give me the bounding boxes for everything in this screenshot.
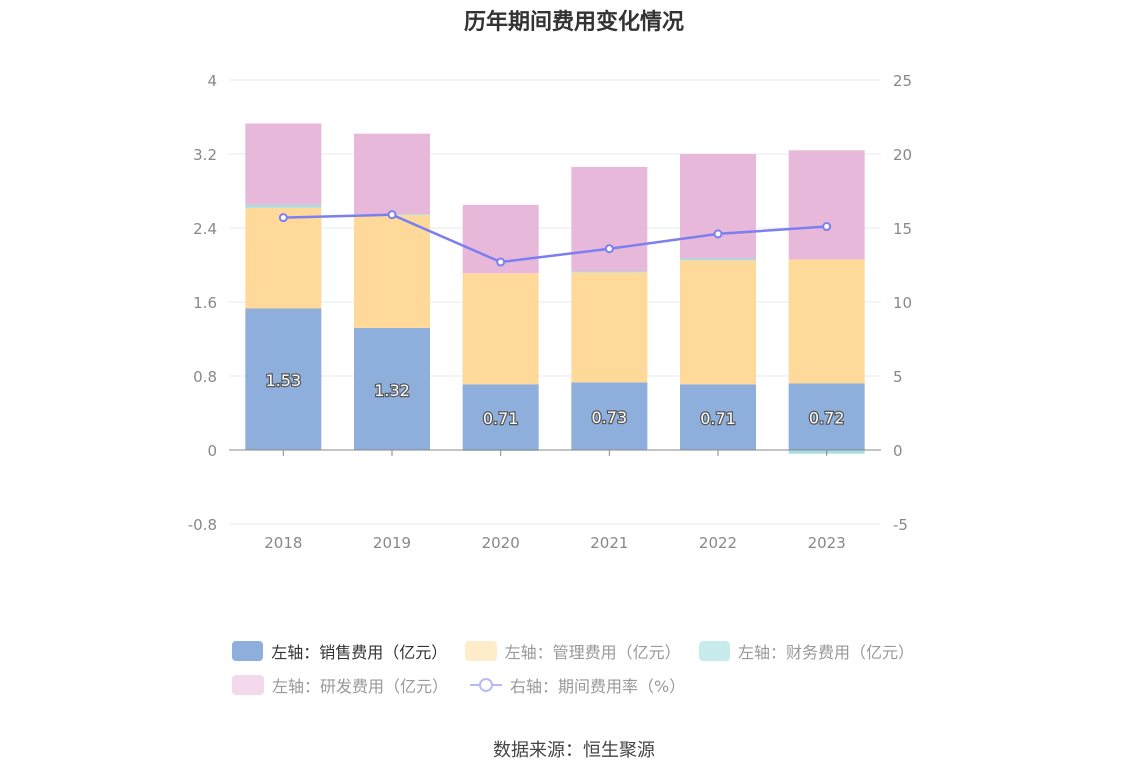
bar-s0-2022 [680,384,756,450]
bar-s3-2021 [571,166,648,272]
legend-item-sales[interactable]: 左轴：销售费用（亿元） [232,639,448,663]
left-tick-label-6: 4 [207,72,217,90]
bar-s3-2019 [354,133,430,215]
data-label-sales-2023: 0.72 [809,409,845,428]
legend-swatch-finance [698,641,730,661]
bar-s1-2022 [680,260,756,385]
legend-label-sales: 左轴：销售费用（亿元） [271,643,448,662]
legend-item-admin[interactable]: 左轴：管理费用（亿元） [465,639,681,663]
bar-s1-2023 [788,259,865,384]
rate-line-series [278,210,832,267]
rate-point-2018 [278,213,288,223]
legend-swatch-admin [465,641,497,661]
bar-s3-2022 [680,154,756,259]
data-labels: 1.53 1.32 0.71 0.73 0.71 0.72 [264,370,845,429]
legend-swatch-rate [470,675,503,695]
left-tick-label-3: 1.6 [193,294,217,312]
rate-point-2020 [496,257,506,267]
x-tick-label-2020: 2020 [482,534,520,552]
legend-swatch-rd [232,675,264,695]
bar-s1-2018 [245,207,322,309]
bar-s3-2023 [788,150,865,260]
bar-s0-2021 [571,382,648,450]
left-tick-label-0: -0.8 [188,516,217,534]
legend: 左轴：销售费用（亿元） 左轴：管理费用（亿元） 左轴：财务费用（亿元） 左轴：研… [232,638,932,706]
x-tick-label-2021: 2021 [590,534,628,552]
data-label-sales-2018: 1.53 [266,371,302,390]
bar-s0-2018 [245,308,322,450]
right-tick-label-3: 10 [893,294,912,312]
rate-point-2019 [387,210,397,220]
bar-s0-2020 [462,384,539,450]
x-tick-label-2022: 2022 [699,534,737,552]
x-tick-label-2018: 2018 [264,534,302,552]
bar-s0-2023 [788,383,865,450]
data-label-sales-2019: 1.32 [374,381,410,400]
bar-s0-2019 [354,327,430,450]
axes: -0.8 0 0.8 1.6 2.4 3.2 4 -5 0 5 10 15 20 25 2018 2019 20… [188,72,912,552]
data-source: 数据来源：恒生聚源 [493,740,655,761]
grid-lines [229,79,881,525]
data-label-sales-2021: 0.73 [592,408,628,427]
left-tick-label-2: 0.8 [193,368,217,386]
rate-point-2023 [822,222,832,232]
left-tick-label-5: 3.2 [193,146,217,164]
right-tick-label-4: 15 [893,220,912,238]
data-label-sales-2022: 0.71 [700,409,736,428]
legend-label-rate: 右轴：期间费用率（%） [510,677,686,696]
bar-s1-2020 [462,273,539,385]
right-tick-label-1: 0 [893,442,903,460]
rate-point-2021 [604,244,614,254]
rate-point-2022 [713,229,723,239]
legend-item-rate[interactable]: 右轴：期间费用率（%） [470,673,685,697]
bar-s2-2022 [680,258,756,261]
legend-item-finance[interactable]: 左轴：财务费用（亿元） [698,639,914,663]
right-tick-label-5: 20 [893,146,912,164]
chart-title: 历年期间费用变化情况 [463,10,684,35]
bar-s2-2018 [245,204,322,208]
chart-plot: -0.8 0 0.8 1.6 2.4 3.2 4 -5 0 5 10 15 20 25 2018 2019 20… [188,72,912,552]
left-tick-label-4: 2.4 [193,220,217,238]
right-tick-label-2: 5 [893,368,903,386]
bar-series [245,123,865,454]
bar-s1-2019 [354,215,430,328]
right-tick-label-6: 25 [893,72,912,90]
data-label-sales-2020: 0.71 [483,409,519,428]
legend-swatch-sales [232,641,264,661]
legend-label-rd: 左轴：研发费用（亿元） [272,677,449,696]
legend-item-rd[interactable]: 左轴：研发费用（亿元） [232,673,448,697]
legend-label-finance: 左轴：财务费用（亿元） [737,643,914,662]
bar-s3-2018 [245,123,322,205]
left-tick-label-1: 0 [207,442,217,460]
x-tick-label-2023: 2023 [808,534,846,552]
bar-s1-2021 [571,272,648,383]
x-tick-label-2019: 2019 [373,534,411,552]
legend-label-admin: 左轴：管理费用（亿元） [504,643,681,662]
rate-line [283,213,827,264]
bar-s2-2021 [571,271,648,273]
right-tick-label-0: -5 [893,516,908,534]
